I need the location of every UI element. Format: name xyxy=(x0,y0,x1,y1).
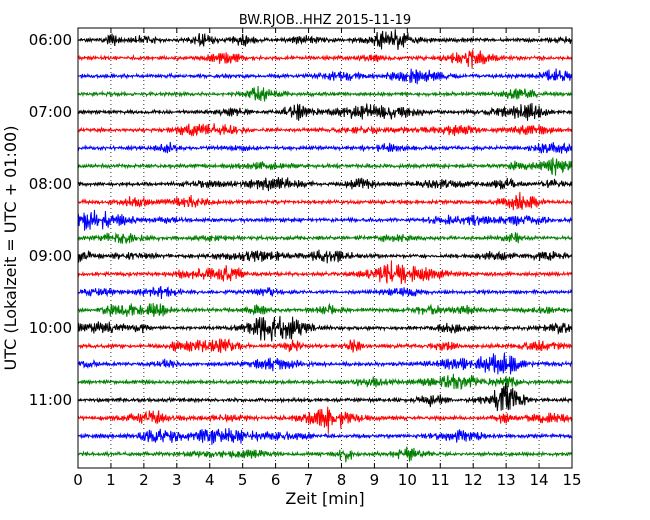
trace-row xyxy=(77,302,573,317)
trace-row xyxy=(77,352,573,375)
x-tick-label: 12 xyxy=(464,471,483,489)
trace-row xyxy=(77,157,573,176)
trace-row xyxy=(77,373,573,391)
x-tick-label: 15 xyxy=(562,471,581,489)
x-tick-label: 11 xyxy=(431,471,450,489)
x-tick-label: 13 xyxy=(497,471,516,489)
x-axis-ticks: 0 1 2 3 4 5 6 7 8 9 10 11 12 13 14 15 xyxy=(73,28,582,489)
trace-row xyxy=(77,68,573,85)
trace-row xyxy=(77,141,573,154)
x-tick-label: 6 xyxy=(271,471,281,489)
trace-row xyxy=(77,285,573,299)
y-tick-label: 10:00 xyxy=(29,319,72,337)
plot-frame xyxy=(77,27,573,469)
x-tick-label: 1 xyxy=(106,471,116,489)
x-tick-label: 4 xyxy=(205,471,215,489)
x-tick-label: 5 xyxy=(238,471,248,489)
x-tick-label: 14 xyxy=(530,471,549,489)
x-tick-label: 10 xyxy=(398,471,417,489)
trace-row xyxy=(77,29,573,50)
trace-row xyxy=(77,315,573,342)
y-axis-ticks: 06:00 07:00 08:00 09:00 10:00 11:00 xyxy=(29,31,572,409)
x-tick-label: 0 xyxy=(73,471,83,489)
chart-title: BW.RJOB..HHZ 2015-11-19 xyxy=(239,13,411,28)
traces xyxy=(77,29,573,463)
x-tick-label: 9 xyxy=(370,471,380,489)
x-tick-label: 8 xyxy=(337,471,347,489)
y-tick-label: 07:00 xyxy=(29,103,72,121)
trace-row xyxy=(77,260,573,285)
trace-row xyxy=(77,446,573,463)
x-axis-label: Zeit [min] xyxy=(285,489,364,508)
trace-row xyxy=(77,123,573,137)
trace-row xyxy=(77,102,573,121)
trace-row xyxy=(77,249,573,264)
y-tick-label: 08:00 xyxy=(29,175,72,193)
trace-row xyxy=(77,209,573,231)
trace-row xyxy=(77,49,573,69)
x-tick-label: 2 xyxy=(139,471,149,489)
trace-row xyxy=(77,382,573,412)
x-tick-label: 7 xyxy=(304,471,314,489)
x-tick-label: 3 xyxy=(172,471,182,489)
y-tick-label: 09:00 xyxy=(29,247,72,265)
y-tick-label: 06:00 xyxy=(29,31,72,49)
grid xyxy=(110,28,540,468)
y-axis-label: UTC (Lokalzeit = UTC + 01:00) xyxy=(1,126,20,371)
y-tick-label: 11:00 xyxy=(29,391,72,409)
trace-row xyxy=(77,232,573,244)
trace-row xyxy=(77,338,573,354)
trace-row xyxy=(77,86,573,102)
trace-row xyxy=(77,428,573,445)
trace-row xyxy=(77,177,573,192)
trace-row xyxy=(77,406,573,434)
trace-row xyxy=(77,191,573,211)
